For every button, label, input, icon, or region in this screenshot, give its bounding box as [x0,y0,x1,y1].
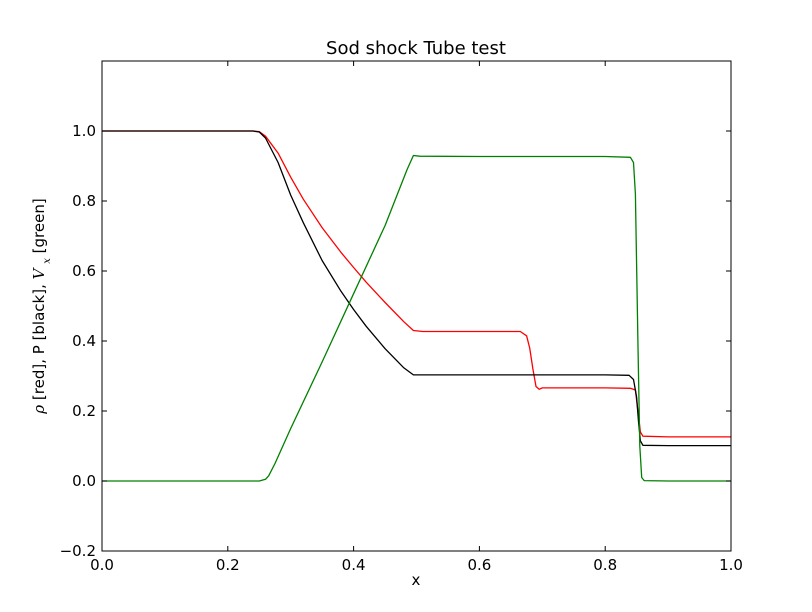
series-line-2 [102,154,731,482]
y-label-end: [green] [30,198,48,253]
x-tick-label-1: 0.2 [216,556,240,574]
y-label-v-subscript: x [42,258,53,264]
y-tick-label-5: 0.8 [72,192,96,210]
y-label-rho: ρ [30,405,48,415]
y-label-middle: [red], P [black], [30,279,48,400]
y-tick-label-0: −0.2 [60,542,96,560]
y-tick-label-1: 0.0 [72,472,96,490]
y-axis-label: ρ [red], P [black], V x [green] [30,198,53,414]
series-line-1 [102,130,731,447]
x-axis-label: x [412,571,421,589]
x-tick-label-3: 0.6 [467,556,491,574]
series-line-0 [102,130,731,438]
x-tick-label-2: 0.4 [342,556,366,574]
plot-frame [101,60,732,552]
x-tick-label-0: 0.0 [90,556,114,574]
y-tick-label-6: 1.0 [72,122,96,140]
y-label-v: V [30,266,48,279]
x-tick-label-5: 1.0 [719,556,743,574]
y-tick-label-2: 0.2 [72,402,96,420]
x-tick-label-4: 0.8 [593,556,617,574]
y-tick-label-4: 0.6 [72,262,96,280]
chart-title: Sod shock Tube test [326,38,506,59]
y-tick-label-3: 0.4 [72,332,96,350]
tick-layer: 0.0 0.2 0.4 0.6 0.8 1.0−0.20.00.20.40.60.81.0 [60,61,743,574]
series-layer [102,130,731,482]
